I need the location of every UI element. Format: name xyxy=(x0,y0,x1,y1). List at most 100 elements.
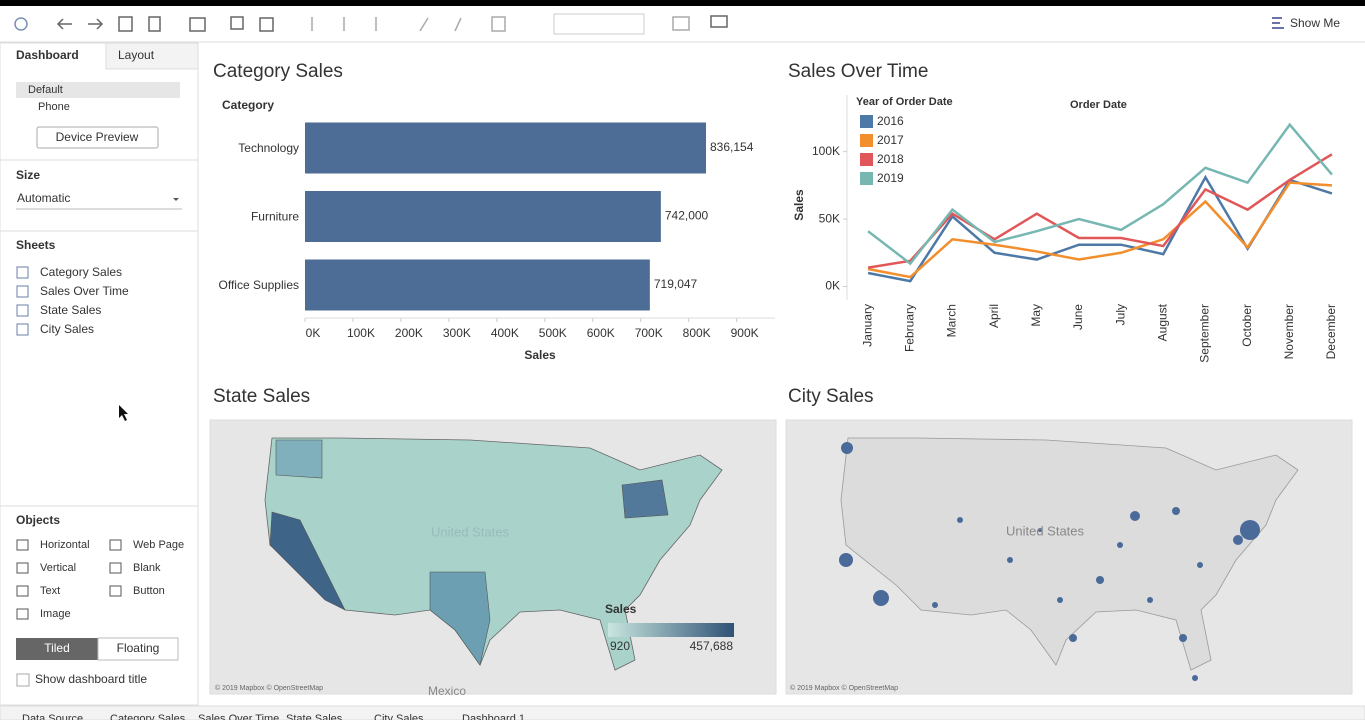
value-label: 742,000 xyxy=(665,209,709,223)
tiled[interactable]: Tiled xyxy=(44,641,70,655)
object-item[interactable]: Horizontal xyxy=(40,539,90,551)
object-icon xyxy=(16,539,29,551)
object-item[interactable]: Text xyxy=(40,585,60,597)
sheet-tab[interactable]: Sales Over Time xyxy=(198,713,279,720)
bar xyxy=(305,122,707,174)
x-axis-label: Sales xyxy=(524,348,556,362)
map-credit: © 2019 Mapbox © OpenStreetMap xyxy=(215,684,323,692)
line-series xyxy=(867,153,1333,269)
sheet-item[interactable]: Category Sales xyxy=(40,265,122,279)
sheet-tab[interactable]: City Sales xyxy=(374,713,424,720)
x-tick-label: 600K xyxy=(587,326,615,340)
x-tick-label: March xyxy=(945,304,959,337)
y-tick-label: 100K xyxy=(812,144,840,158)
x-tick-label: May xyxy=(1029,304,1043,327)
sheet-tab[interactable]: State Sales xyxy=(286,713,343,720)
x-tick-label: June xyxy=(1071,304,1085,330)
map-title: City Sales xyxy=(788,386,874,407)
object-icon xyxy=(109,539,122,551)
device-selected[interactable] xyxy=(16,82,180,98)
state-map xyxy=(209,419,777,695)
show-me[interactable]: Show Me xyxy=(1290,16,1340,30)
city-map xyxy=(785,419,1353,695)
bar xyxy=(305,259,650,311)
x-tick-label: October xyxy=(1240,304,1254,347)
y-tick-label: 0K xyxy=(825,279,840,293)
top-edge xyxy=(0,0,1365,6)
chart-title: Sales Over Time xyxy=(788,61,928,82)
dashboard-tab[interactable]: Dashboard xyxy=(16,48,79,62)
x-tick-label: January xyxy=(860,304,874,347)
layout-tab-bg[interactable] xyxy=(105,42,199,70)
x-tick-label: 100K xyxy=(347,326,375,340)
legend-swatch xyxy=(860,134,873,147)
object-item[interactable]: Blank xyxy=(133,562,161,574)
sheet-icon xyxy=(16,304,29,317)
x-tick-label: 500K xyxy=(539,326,567,340)
legend-title: Sales xyxy=(605,602,637,616)
legend-swatch xyxy=(860,172,873,185)
sheet-icon xyxy=(16,285,29,298)
y-axis-label: Sales xyxy=(792,189,806,221)
sheet-item[interactable]: Sales Over Time xyxy=(40,284,129,298)
toolbar xyxy=(0,6,1365,42)
line-series xyxy=(867,122,1333,266)
x-header: Order Date xyxy=(1070,99,1127,111)
sheet-tab[interactable]: Dashboard 1 xyxy=(462,713,525,720)
sheet-icon xyxy=(16,266,29,279)
object-item[interactable]: Button xyxy=(133,585,165,597)
x-tick-label: August xyxy=(1155,303,1169,341)
layout-tab[interactable]: Layout xyxy=(118,48,155,62)
x-tick-label: September xyxy=(1198,304,1212,363)
map-title: State Sales xyxy=(213,386,310,407)
device-preview-button[interactable] xyxy=(36,126,159,149)
sheet-tab[interactable]: Data Source xyxy=(22,713,83,720)
object-icon xyxy=(109,562,122,574)
dropdown-arrow xyxy=(173,198,179,201)
x-tick-label: 900K xyxy=(731,326,759,340)
category-header: Category xyxy=(222,98,274,112)
object-item[interactable]: Web Page xyxy=(133,539,184,551)
map-credit: © 2019 Mapbox © OpenStreetMap xyxy=(790,684,898,692)
legend-label[interactable]: 2018 xyxy=(877,152,904,166)
object-icon xyxy=(16,608,29,620)
device-preview[interactable]: Device Preview xyxy=(56,130,139,144)
x-tick-label: 400K xyxy=(491,326,519,340)
x-tick-label: July xyxy=(1113,304,1127,325)
objects-heading: Objects xyxy=(16,513,60,527)
object-item[interactable]: Image xyxy=(40,608,71,620)
mouse-cursor xyxy=(119,405,128,421)
x-tick-label: December xyxy=(1324,304,1338,359)
legend-label[interactable]: 2019 xyxy=(877,171,904,185)
sheet-item[interactable]: State Sales xyxy=(40,303,101,317)
x-tick-label: 800K xyxy=(683,326,711,340)
size-value[interactable]: Automatic xyxy=(17,191,70,205)
object-icon xyxy=(16,585,29,597)
line-series xyxy=(867,181,1332,279)
show-title[interactable]: Show dashboard title xyxy=(35,672,147,686)
x-tick-label: April xyxy=(987,304,1001,328)
legend-title: Year of Order Date xyxy=(856,96,953,108)
sheet-icon xyxy=(16,323,29,336)
legend-max: 457,688 xyxy=(690,639,734,653)
toolbar-icons xyxy=(14,13,1284,35)
x-tick-label: November xyxy=(1282,304,1296,359)
device-option[interactable]: Default xyxy=(28,84,63,96)
map-label: Mexico xyxy=(428,684,466,698)
object-item[interactable]: Vertical xyxy=(40,562,76,574)
floating-button[interactable] xyxy=(97,637,179,661)
checkbox[interactable] xyxy=(16,673,30,687)
tiled-button[interactable] xyxy=(16,638,98,660)
sheet-item[interactable]: City Sales xyxy=(40,322,94,336)
device-option[interactable]: Phone xyxy=(38,101,70,113)
bar xyxy=(305,191,661,242)
legend-label[interactable]: 2016 xyxy=(877,114,904,128)
legend-min: 920 xyxy=(610,639,630,653)
floating[interactable]: Floating xyxy=(117,641,160,655)
sheet-tab[interactable]: Category Sales xyxy=(110,713,186,720)
object-icon xyxy=(16,562,29,574)
value-label: 719,047 xyxy=(654,277,698,291)
chart-title: Category Sales xyxy=(213,61,343,82)
legend-label[interactable]: 2017 xyxy=(877,133,904,147)
